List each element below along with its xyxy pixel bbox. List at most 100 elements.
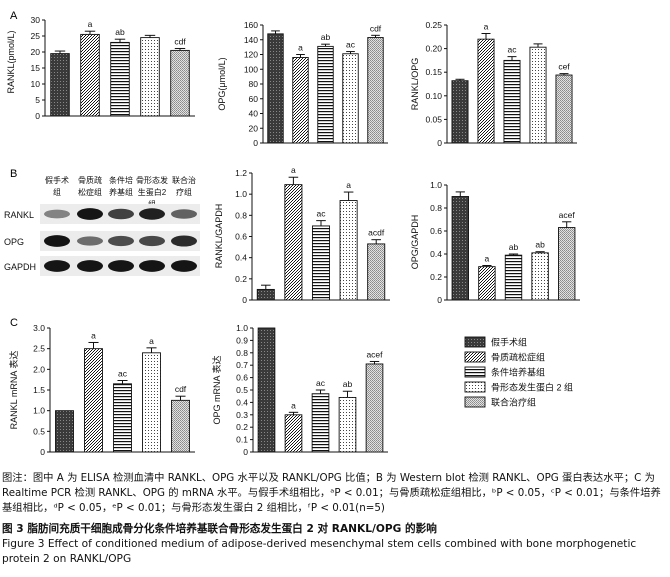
y-tick-label: 0.1 — [236, 435, 248, 445]
significance-label: acef — [559, 210, 576, 220]
y-tick-label: 140 — [244, 35, 258, 45]
y-tick-label: 1.0 — [236, 323, 248, 333]
significance-label: ac — [508, 45, 518, 55]
bar — [50, 53, 70, 117]
western-blot-panel: 假手术组骨质疏松症组条件培养基组骨形态发生蛋白2组联合治疗组RANKLOPGGA… — [4, 175, 200, 276]
bar — [529, 46, 547, 144]
bar — [284, 414, 303, 453]
bar — [284, 184, 303, 301]
legend-swatch — [464, 381, 486, 393]
y-tick-label: 0.15 — [425, 67, 442, 77]
chart-c1-rankl-mrna: 0 0.5 1.0 1.5 2.0 2.5 3.0 RANKL mRNA 表达 a ac a cdf — [8, 323, 195, 457]
bar — [55, 410, 74, 453]
blot-band — [108, 235, 134, 247]
significance-label: cdf — [174, 36, 186, 46]
y-tick-label: 60 — [249, 94, 259, 104]
blot-band — [44, 209, 70, 219]
significance-label: a — [485, 254, 490, 264]
y-tick-label: 0.4 — [236, 397, 248, 407]
bar — [503, 59, 521, 144]
y-tick-label: 1.2 — [235, 168, 247, 178]
y-tick-label: 0.3 — [236, 410, 248, 420]
blot-band — [171, 235, 197, 247]
y-tick-label: 0.25 — [425, 20, 442, 30]
y-tick-label: 0.20 — [425, 44, 442, 54]
chart-c2-opg-mrna: 0 0.1 0.2 0.3 0.4 0.5 0.6 0.7 0.8 0.9 1.0 OPG mRNA … — [211, 323, 388, 457]
lane-label: 疗组 — [176, 187, 192, 197]
bar — [531, 252, 549, 301]
bar — [113, 383, 132, 453]
y-tick-label: 0 — [40, 447, 45, 457]
y-tick-label: 0 — [437, 138, 442, 148]
significance-label: a — [346, 180, 351, 190]
bar — [311, 393, 330, 453]
y-tick-label: 0 — [35, 111, 40, 121]
blot-band — [77, 208, 103, 220]
y-tick-label: 0.8 — [235, 210, 247, 220]
y-tick-label: 5 — [35, 95, 40, 105]
bar — [257, 327, 276, 453]
y-tick-label: 1.0 — [33, 406, 45, 416]
y-tick-label: 20 — [31, 47, 41, 57]
y-tick-label: 0.10 — [425, 91, 442, 101]
bar — [451, 196, 469, 301]
significance-label: a — [291, 165, 296, 175]
y-tick-label: 1.5 — [33, 385, 45, 395]
y-tick-label: 0.4 — [235, 253, 247, 263]
bar — [477, 38, 495, 144]
blot-band — [139, 260, 165, 272]
significance-label: cdf — [175, 384, 187, 394]
figure-3: A B C 0 5 10 15 20 25 30 RANKL(pmol/L) a ab cdf 0 2… — [4, 10, 580, 457]
legend-label: 联合治疗组 — [491, 397, 536, 408]
lane-label: 养基组 — [109, 187, 133, 197]
bar — [170, 49, 190, 117]
significance-label: ac — [317, 209, 327, 219]
legend-swatch — [464, 396, 486, 408]
bar — [171, 399, 190, 453]
y-tick-label: 160 — [244, 20, 258, 30]
bar — [367, 243, 386, 301]
significance-label: a — [149, 336, 154, 346]
significance-label: ab — [321, 32, 331, 42]
y-tick-label: 120 — [244, 50, 258, 60]
y-axis-label: RANKL/OPG — [410, 58, 420, 111]
bar — [110, 41, 130, 117]
lane-label: 生蛋白2 — [138, 187, 167, 197]
y-tick-label: 0.5 — [236, 385, 248, 395]
legend-swatch — [464, 366, 486, 378]
y-tick-label: 0.9 — [236, 335, 248, 345]
lane-label: 联合治 — [172, 175, 196, 185]
y-tick-label: 0.4 — [430, 249, 442, 259]
blot-band — [171, 260, 197, 272]
y-tick-label: 0.2 — [235, 274, 247, 284]
y-tick-label: 25 — [31, 31, 41, 41]
y-tick-label: 0 — [253, 138, 258, 148]
y-axis-label: RANKL(pmol/L) — [6, 30, 16, 93]
y-tick-label: 0 — [242, 295, 247, 305]
legend-label: 骨质疏松症组 — [491, 352, 545, 363]
y-tick-label: 0 — [243, 447, 248, 457]
y-axis-label: OPG mRNA 表达 — [211, 355, 222, 424]
blot-band — [44, 260, 70, 272]
figure-title-cn: 图 3 脂肪间充质干细胞成骨分化条件培养基联合骨形态发生蛋白 2 对 RANKL… — [2, 523, 437, 535]
y-axis-label: OPG(μmol/L) — [217, 57, 227, 110]
bar — [142, 352, 161, 453]
blot-band — [44, 235, 70, 247]
significance-label: a — [484, 21, 489, 31]
figure-title-en: Figure 3 Effect of conditioned medium of… — [2, 538, 637, 565]
y-tick-label: 20 — [249, 123, 259, 133]
legend-label: 骨形态发生蛋白 2 组 — [491, 382, 573, 393]
bar — [140, 37, 160, 117]
significance-label: ac — [118, 368, 128, 378]
significance-label: cef — [558, 62, 570, 72]
significance-label: ab — [509, 242, 519, 252]
bar — [256, 288, 275, 301]
significance-label: a — [91, 330, 96, 340]
significance-label: acef — [366, 349, 383, 359]
y-axis-label: RANKL mRNA 表达 — [8, 351, 19, 430]
chart-a2-opg-elisa: 0 20 40 60 80 100 120 140 160 OPG(μmol/L) a ab ac cdf — [217, 20, 388, 148]
figure-note: 图注：图中 A 为 ELISA 检测血清中 RANKL、OPG 水平以及 RAN… — [2, 472, 661, 514]
y-axis-label: RANKL/GAPDH — [214, 204, 224, 269]
blot-band — [77, 236, 103, 246]
